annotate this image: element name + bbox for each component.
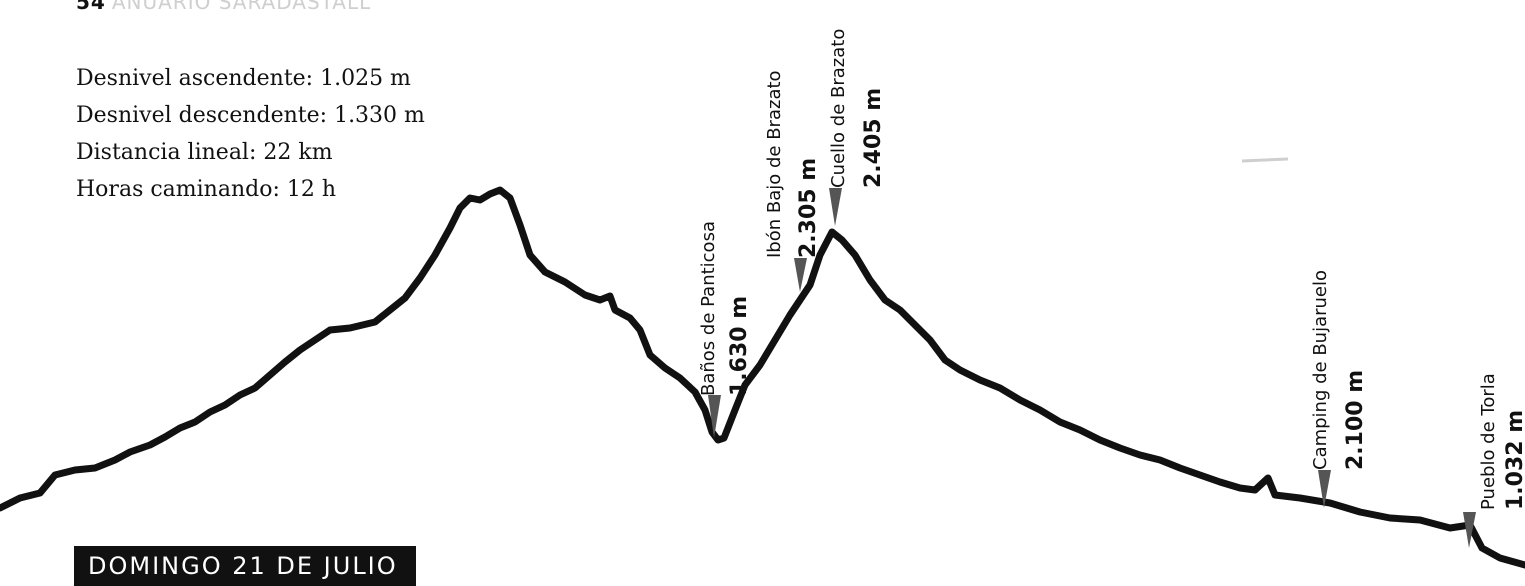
waypoint-cuello-de-brazato: Cuello de Brazato 2.405 m xyxy=(828,29,886,226)
route-stats: Desnivel ascendente: 1.025 m Desnivel de… xyxy=(76,60,425,208)
waypoint-name: Ibón Bajo de Brazato xyxy=(764,70,785,258)
decorative-stroke xyxy=(1241,157,1289,163)
waypoint-name: Cuello de Brazato xyxy=(828,29,849,188)
stat-elevation-loss: Desnivel descendente: 1.330 m xyxy=(76,103,425,128)
page-header: 54 ANUARIO SARADASTALL xyxy=(76,0,371,14)
waypoint-name: Camping de Bujaruelo xyxy=(1310,270,1331,470)
page-number: 54 xyxy=(76,0,106,14)
waypoint-marker-icon xyxy=(829,188,842,226)
waypoint-camping-de-bujaruelo: Camping de Bujaruelo 2.100 m xyxy=(1310,270,1368,508)
waypoint-altitude: 1.032 m xyxy=(1503,410,1525,510)
waypoint-altitude: 2.405 m xyxy=(861,88,886,188)
waypoint-ibon-bajo-de-brazato: Ibón Bajo de Brazato 2.305 m xyxy=(764,70,821,292)
waypoint-marker-icon xyxy=(1463,512,1476,548)
elevation-profile-diagram: Baños de Panticosa 1.630 m Ibón Bajo de … xyxy=(0,29,1525,569)
waypoint-marker-icon xyxy=(1318,470,1331,508)
stat-walking-hours: Horas caminando: 12 h xyxy=(76,177,337,202)
waypoint-name: Pueblo de Torla xyxy=(1478,373,1499,510)
day-banner: DOMINGO 21 DE JULIO xyxy=(74,546,416,586)
stat-distance: Distancia lineal: 22 km xyxy=(76,140,333,165)
waypoint-marker-icon xyxy=(794,258,807,292)
waypoint-pueblo-de-torla: Pueblo de Torla 1.032 m xyxy=(1463,373,1525,548)
waypoint-altitude: 2.305 m xyxy=(796,158,821,258)
elevation-profile-line xyxy=(0,186,1525,569)
waypoint-altitude: 1.630 m xyxy=(727,296,752,396)
waypoint-altitude: 2.100 m xyxy=(1343,370,1368,470)
waypoint-banos-de-panticosa: Baños de Panticosa 1.630 m xyxy=(698,221,752,438)
publication-title: ANUARIO SARADASTALL xyxy=(111,0,372,14)
waypoint-name: Baños de Panticosa xyxy=(698,221,719,396)
waypoint-marker-icon xyxy=(708,395,721,438)
stat-elevation-gain: Desnivel ascendente: 1.025 m xyxy=(76,66,411,91)
